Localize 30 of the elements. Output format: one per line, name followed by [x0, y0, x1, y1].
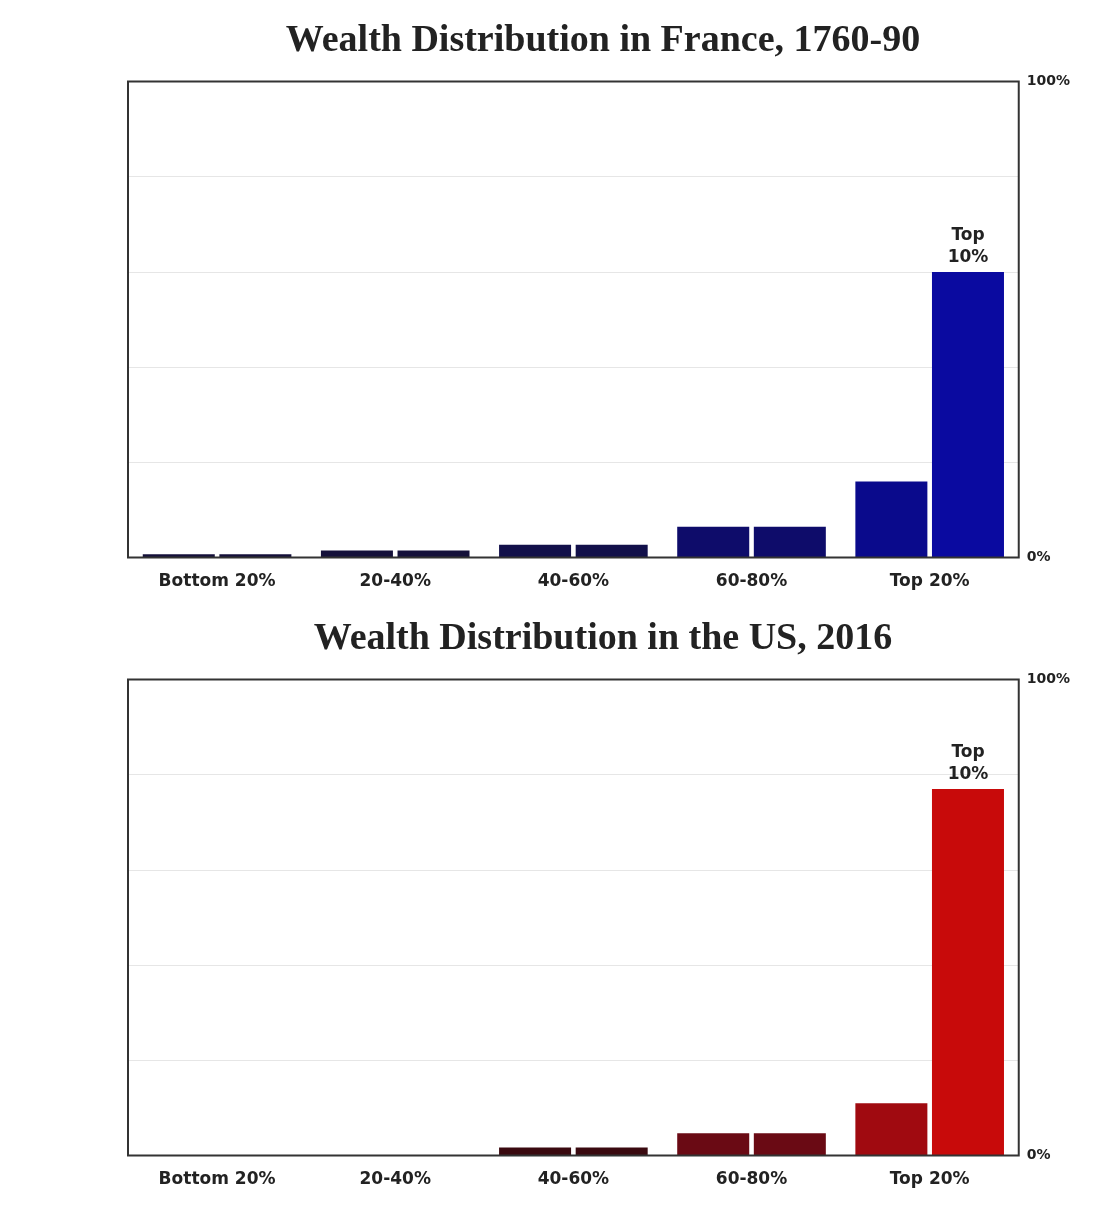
x-tick-label: 60-80% — [715, 570, 788, 591]
x-tick-label: 60-80% — [715, 1168, 788, 1189]
bar — [855, 1103, 928, 1156]
bar — [677, 526, 750, 558]
y-tick-label: 100% — [1026, 72, 1071, 89]
x-tick-label: 40-60% — [537, 570, 610, 591]
bar — [219, 554, 292, 558]
y-tick-label: 100% — [1026, 670, 1071, 687]
x-tick-label: Bottom 20% — [158, 570, 276, 591]
x-tick-label: Top 20% — [889, 1168, 970, 1189]
x-tick-label: Top 20% — [889, 570, 970, 591]
bar — [575, 544, 648, 558]
bar — [931, 789, 1004, 1156]
y-tick-label: 0% — [1026, 548, 1051, 565]
bar — [142, 554, 215, 558]
y-tick-label: 0% — [1026, 1146, 1051, 1163]
bar — [320, 550, 393, 558]
bar — [499, 544, 572, 558]
x-tick-label: 20-40% — [359, 1168, 431, 1189]
bar — [397, 550, 470, 558]
chart-title: Wealth Distribution in the US, 2016 — [313, 614, 893, 657]
bar — [753, 526, 826, 558]
bar — [931, 272, 1004, 558]
x-tick-label: Bottom 20% — [158, 1168, 276, 1189]
x-tick-label: 20-40% — [359, 570, 431, 591]
x-tick-label: 40-60% — [537, 1168, 610, 1189]
chart-title: Wealth Distribution in France, 1760-90 — [285, 16, 921, 59]
annotation: Top 10% — [947, 223, 989, 266]
annotation: Top 10% — [947, 741, 989, 783]
bar — [855, 481, 928, 558]
